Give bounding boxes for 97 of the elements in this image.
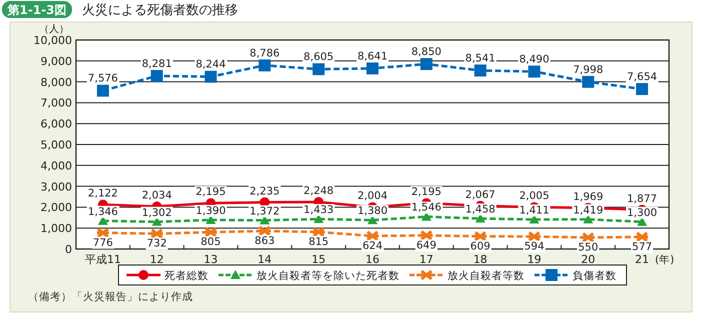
data-label: 815 [308,236,329,248]
data-label: 8,541 [465,52,496,64]
data-label: 805 [200,236,221,248]
data-label: 1,458 [465,204,496,216]
data-label: 8,786 [250,47,280,60]
x-tick-label: 12 [150,253,164,266]
point [636,83,648,96]
data-label: 1,969 [573,190,604,203]
data-label: 594 [524,240,545,253]
point [150,70,163,82]
data-label: 577 [632,240,652,253]
legend-label: 放火自殺者等数 [448,269,524,282]
data-label: 7,654 [627,71,658,84]
point [526,231,542,242]
data-label: 7,576 [88,72,118,85]
point [528,66,540,78]
data-label: 863 [254,234,275,247]
data-label: 7,998 [573,64,604,76]
point [311,226,326,238]
x-tick-label: 13 [204,253,218,266]
data-label: 2,248 [304,185,334,198]
chart-title: 火災による死傷者数の推移 [82,3,238,18]
y-tick-label: 6,000 [40,118,72,131]
data-label: 1,411 [519,204,550,217]
data-label: 8,850 [411,46,442,58]
data-label: 1,390 [196,204,226,217]
data-label: 2,004 [357,190,388,202]
data-label: 1,346 [88,206,118,218]
point [365,230,380,242]
data-label: 1,419 [573,204,604,216]
point [95,227,110,238]
data-label: 1,546 [411,202,442,214]
y-tick-label: 5,000 [40,138,72,152]
text: 第1-1-3図 [6,3,67,17]
data-label: 1,372 [250,205,280,218]
data-label: 8,641 [357,50,388,62]
data-label: 8,281 [142,58,172,70]
y-tick-label: 7,000 [40,96,72,110]
data-label: 2,034 [142,189,172,202]
point [580,232,596,244]
point [257,225,272,236]
x-tick-label: 平成11 [84,253,121,266]
point [472,230,488,242]
x-axis-title: (年) [655,254,674,266]
data-label: 2,005 [519,190,550,202]
data-label: 2,235 [250,185,280,198]
legend-label: 放火自殺者等を除いた死者数 [256,269,400,282]
point [420,58,432,70]
x-tick-label: 21 [635,253,650,266]
point [204,70,217,83]
point [149,228,164,240]
text: （備考）「火災報告」により作成 [28,290,193,303]
y-tick-label: 2,000 [40,201,72,214]
data-label: 1,433 [304,204,334,216]
data-label: 8,490 [519,54,550,66]
data-label: 2,195 [196,186,226,198]
x-tick-label: 14 [258,253,272,266]
y-tick-label: 10,000 [34,34,72,47]
data-label: 1,300 [627,206,658,219]
y-tick-label: 0 [65,243,72,256]
y-tick-label: 1,000 [40,222,72,236]
point [634,231,650,242]
point [312,63,325,76]
data-label: 2,122 [88,188,118,200]
data-label: 776 [92,236,114,249]
point [258,59,271,72]
data-label: 2,195 [411,186,442,198]
data-label: 550 [578,242,598,254]
point [582,76,594,88]
data-label: 2,067 [465,188,496,201]
x-tick-label: 16 [366,253,380,266]
data-label: 8,244 [196,58,226,71]
y-tick-label: 9,000 [40,54,72,68]
x-tick-label: 19 [527,253,542,266]
y-axis-title: （人） [39,24,69,35]
legend-label: 死者総数 [164,269,208,282]
data-label: 609 [470,240,490,252]
y-tick-label: 4,000 [40,159,72,172]
data-label: 624 [362,240,383,252]
x-tick-label: 15 [312,253,326,266]
point [96,84,109,97]
data-label: 1,877 [627,192,658,205]
data-label: 1,380 [357,205,388,218]
legend-label: 負傷者数 [572,269,616,282]
y-tick-label: 8,000 [40,76,72,89]
point [418,230,434,241]
x-tick-label: 17 [419,253,434,266]
x-tick-label: 20 [581,253,596,266]
point [203,226,218,238]
x-tick-label: 18 [473,253,488,266]
data-label: 649 [416,239,436,252]
point [366,62,378,74]
data-label: 1,302 [142,206,172,219]
data-label: 732 [146,238,167,250]
y-tick-label: 3,000 [40,180,72,194]
data-label: 8,605 [304,51,334,64]
point [474,64,486,76]
